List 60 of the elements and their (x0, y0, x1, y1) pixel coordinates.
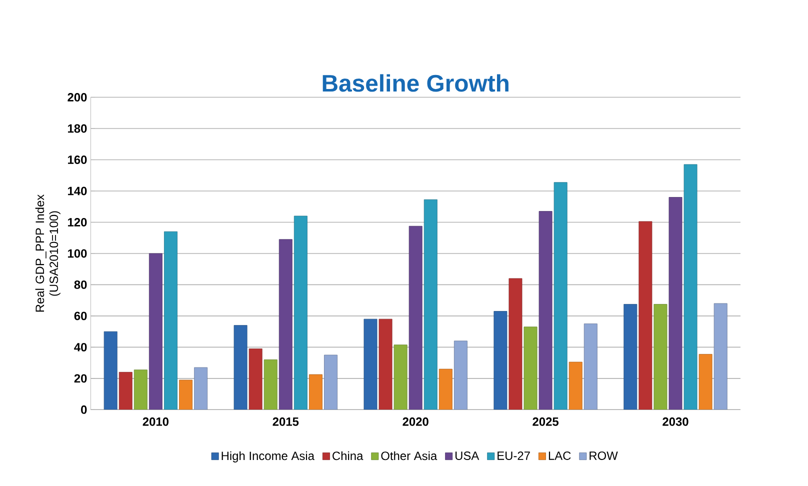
bar (624, 304, 638, 410)
bar (118, 372, 132, 410)
chart-title: Baseline Growth (322, 74, 508, 92)
bar (104, 331, 118, 410)
bar (668, 196, 682, 410)
bar (394, 344, 408, 410)
bar (698, 354, 712, 410)
bar (179, 380, 192, 410)
y-tick-label: 80 (74, 280, 87, 289)
legend-label: China (332, 451, 364, 460)
y-tick-label: 180 (68, 124, 87, 133)
bar (148, 253, 162, 410)
bar (309, 374, 322, 410)
bar (164, 231, 178, 410)
y-tick-label: 20 (74, 374, 87, 383)
x-tick-label: 2020 (402, 417, 428, 426)
bar (568, 362, 582, 410)
bar (538, 211, 552, 410)
bar (424, 199, 438, 410)
bar (638, 221, 652, 410)
bar (278, 239, 292, 410)
bar (234, 325, 248, 410)
y-tick-label: 140 (68, 186, 87, 196)
x-tick-label: 2010 (142, 417, 169, 426)
legend-label: USA (456, 451, 480, 460)
x-tick-label: 2030 (662, 417, 688, 426)
bar (508, 278, 522, 410)
bar (584, 323, 598, 410)
x-tick-label: 2015 (272, 417, 299, 426)
bar (408, 226, 422, 410)
y-tick-label: 40 (74, 342, 87, 352)
bar (134, 370, 148, 410)
y-tick-label: 160 (68, 155, 87, 164)
legend-label: Other Asia (381, 451, 438, 460)
legend-label: High Income Asia (222, 451, 314, 462)
bar (554, 182, 568, 410)
bar (294, 216, 308, 410)
legend-label: LAC (548, 451, 571, 460)
legend-label: EU-27 (498, 451, 530, 460)
y-tick-label: 120 (68, 218, 87, 226)
bar (454, 340, 468, 410)
bar (364, 318, 378, 410)
bar (524, 326, 538, 410)
bar (264, 359, 278, 410)
x-tick-label: 2025 (532, 417, 559, 426)
bar (494, 310, 508, 410)
y-tick-label: 200 (68, 92, 87, 102)
bar (654, 304, 668, 410)
bar (684, 164, 698, 410)
y-axis-title: Real GDP_PPP Index (USA2010=100) (35, 194, 60, 312)
bar (438, 368, 452, 410)
y-tick-label: 100 (68, 249, 87, 258)
y-tick-label: 0 (81, 405, 87, 414)
bar (324, 354, 338, 410)
y-tick-label: 60 (74, 312, 87, 320)
bar (714, 303, 728, 410)
legend-label: ROW (590, 451, 618, 460)
bar (248, 348, 262, 410)
bar (194, 367, 208, 410)
bar (378, 318, 392, 410)
